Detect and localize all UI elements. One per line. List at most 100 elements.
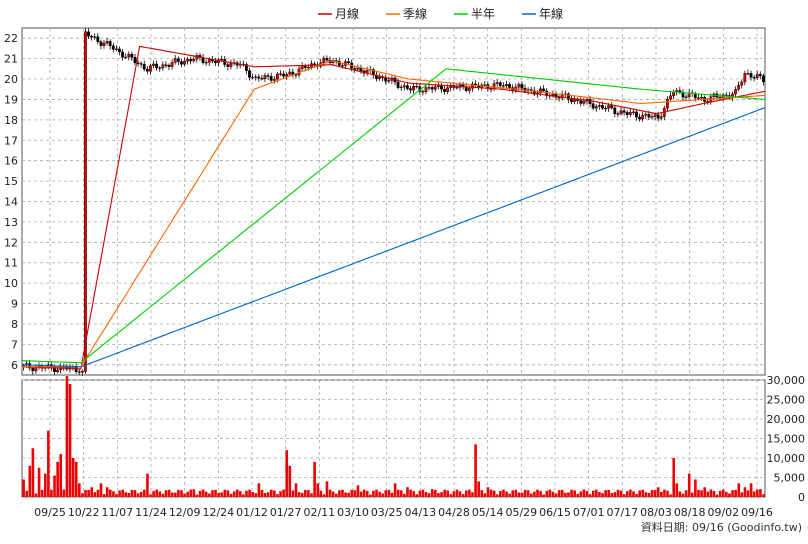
x-tick-label: 12/24 xyxy=(202,506,234,519)
volume-bar xyxy=(554,493,558,497)
candle-body xyxy=(130,53,134,58)
candle-body xyxy=(433,86,437,90)
volume-bar xyxy=(709,489,713,497)
volume-bar xyxy=(703,487,706,497)
price-tick-label: 11 xyxy=(4,257,18,270)
candle-body xyxy=(669,95,672,100)
candle-body xyxy=(597,105,601,107)
candle-body xyxy=(644,113,648,116)
volume-bar xyxy=(455,489,459,497)
volume-bar xyxy=(81,493,84,497)
candle-body xyxy=(99,41,103,46)
volume-bar xyxy=(440,492,443,497)
candle-body xyxy=(752,77,756,79)
volume-bar xyxy=(78,483,81,497)
volume-bar xyxy=(53,475,56,497)
volume-bar xyxy=(468,489,471,497)
candle-body xyxy=(483,84,487,86)
volume-bar xyxy=(220,492,224,497)
volume-bar xyxy=(276,494,279,497)
candle-body xyxy=(356,67,360,70)
volume-bar xyxy=(520,492,524,497)
candle-body xyxy=(570,99,573,102)
volume-bar xyxy=(570,489,573,497)
candle-body xyxy=(186,59,189,62)
candle-body xyxy=(124,56,128,59)
volume-bar xyxy=(691,492,694,497)
candle-body xyxy=(700,97,703,99)
candle-body xyxy=(415,86,419,88)
volume-bar xyxy=(353,490,357,497)
candle-body xyxy=(114,48,118,50)
candle-body xyxy=(214,61,217,63)
candle-body xyxy=(495,82,499,84)
volume-bar xyxy=(84,490,87,497)
volume-bar xyxy=(650,489,654,497)
volume-bar xyxy=(288,465,292,497)
volume-bar xyxy=(214,489,217,497)
candle-body xyxy=(133,57,137,64)
volume-bar xyxy=(412,491,415,497)
volume-bar xyxy=(511,490,515,497)
candle-body xyxy=(279,73,282,75)
candle-body xyxy=(170,62,174,67)
candle-body xyxy=(641,114,645,120)
volume-bar xyxy=(756,489,759,497)
legend-label: 季線 xyxy=(403,6,427,21)
volume-bar xyxy=(526,490,530,497)
volume-bar xyxy=(622,494,626,497)
volume-bar xyxy=(675,483,679,497)
volume-bar xyxy=(50,489,53,497)
candlesticks xyxy=(22,28,765,376)
candle-body xyxy=(251,76,254,79)
volume-bar xyxy=(198,490,202,497)
legend-label: 半年 xyxy=(471,7,495,21)
volume-bar xyxy=(186,491,189,497)
volume-bar xyxy=(359,491,363,497)
candle-body xyxy=(424,87,428,92)
volume-bar xyxy=(499,491,502,497)
candle-body xyxy=(446,87,450,92)
volume-bar xyxy=(644,492,648,497)
candle-body xyxy=(121,51,124,58)
volume-bar xyxy=(573,490,576,497)
volume-bar xyxy=(424,492,428,497)
price-tick-label: 15 xyxy=(4,175,18,188)
volume-tick-label: 15,000 xyxy=(767,433,806,446)
candle-body xyxy=(142,64,146,70)
volume-bar xyxy=(430,489,434,497)
volume-bar xyxy=(235,489,239,497)
volume-bar xyxy=(365,490,369,497)
price-tick-label: 19 xyxy=(4,93,18,106)
volume-bar xyxy=(232,491,236,497)
candle-body xyxy=(192,58,196,62)
candle-body xyxy=(28,363,32,369)
candle-body xyxy=(505,84,508,86)
volume-bar xyxy=(257,483,261,497)
candle-body xyxy=(359,67,363,72)
candle-body xyxy=(306,67,310,69)
volume-bar xyxy=(285,450,289,497)
volume-bar xyxy=(316,483,320,497)
candle-body xyxy=(681,91,685,98)
candle-body xyxy=(647,113,651,118)
volume-bar xyxy=(56,461,59,497)
volume-bar xyxy=(313,461,316,497)
volume-panel: 0 5,000 10,000 15,000 20,000 25,000 30,000 xyxy=(21,374,806,504)
price-tick-label: 21 xyxy=(4,53,18,66)
x-axis: 09/25 10/22 11/07 11/24 12/09 12/24 01/12 01/27… xyxy=(34,506,773,519)
volume-tick-label: 30,000 xyxy=(767,374,806,387)
volume-bar xyxy=(65,376,69,497)
volume-bar xyxy=(681,493,685,497)
x-tick-label: 08/03 xyxy=(640,506,672,519)
volume-bar xyxy=(619,490,623,497)
volume-bar xyxy=(446,490,450,497)
volume-bar xyxy=(127,492,131,497)
candle-body xyxy=(31,367,35,372)
volume-bar xyxy=(684,490,688,497)
candle-body xyxy=(288,71,292,75)
candle-body xyxy=(409,88,412,91)
x-tick-label: 01/12 xyxy=(236,506,268,519)
volume-bar xyxy=(90,487,94,497)
